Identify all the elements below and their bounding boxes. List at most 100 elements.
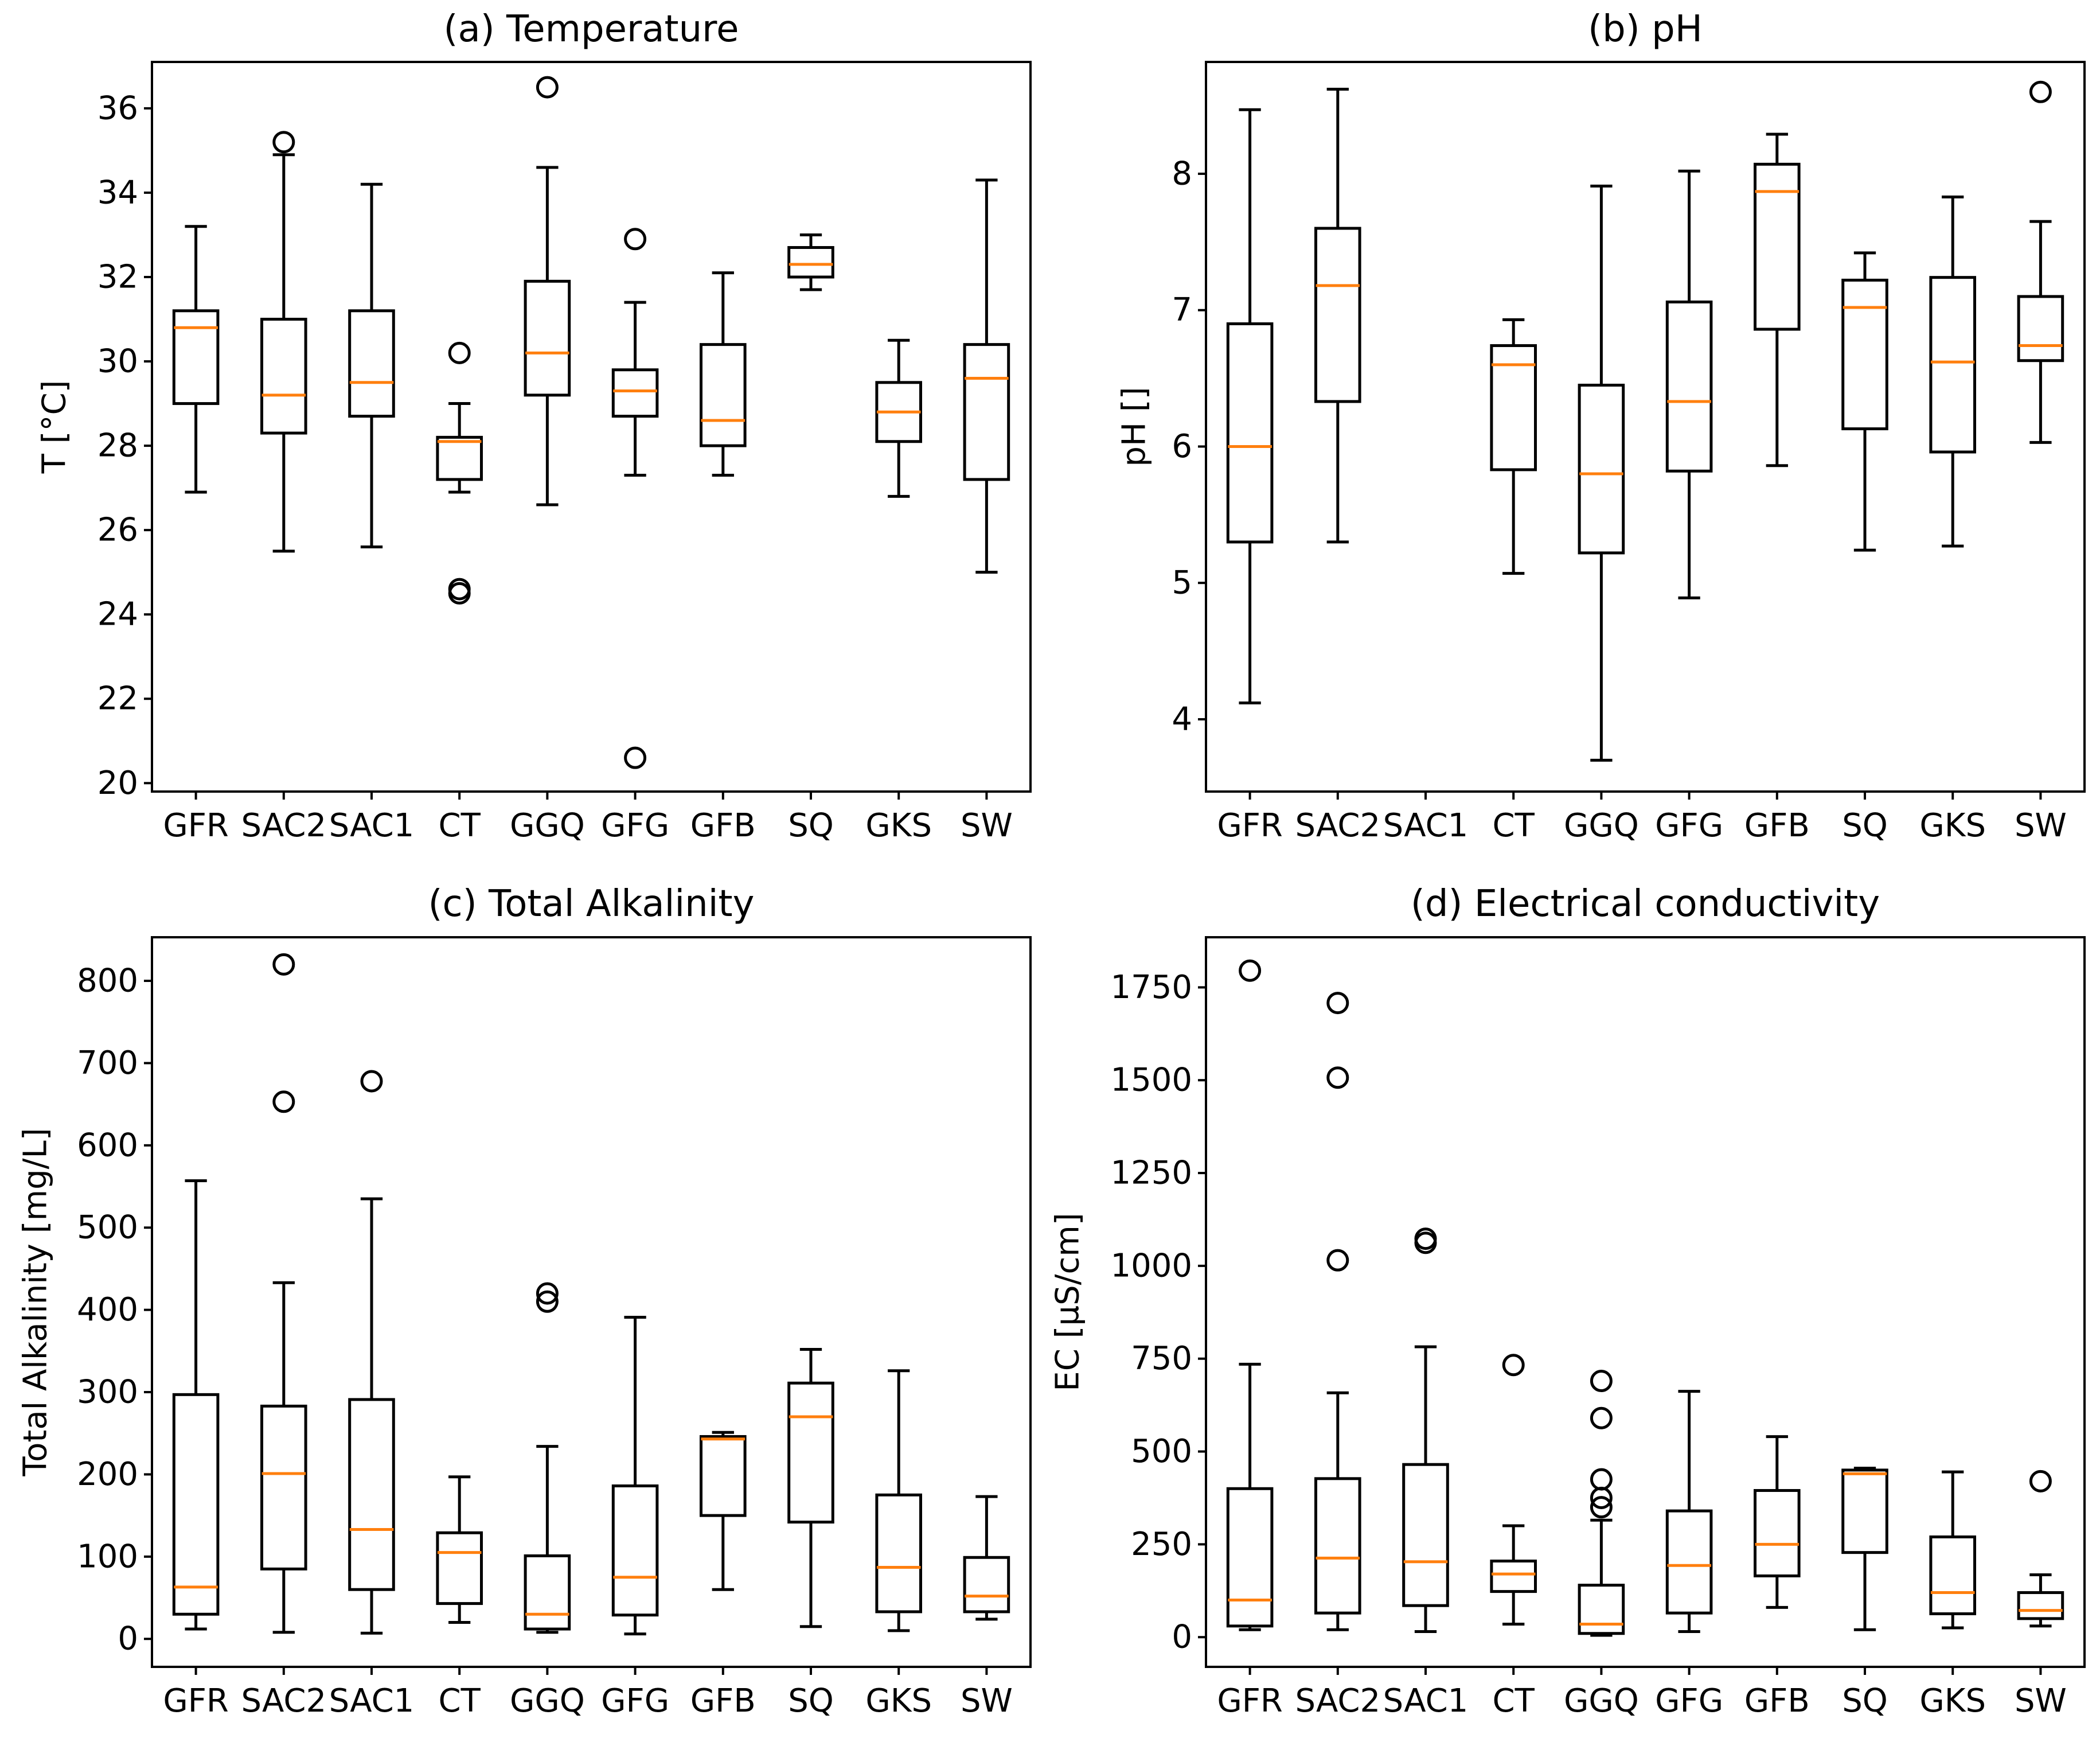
- y-tick-label: 20: [97, 765, 138, 802]
- x-tick-label: GFB: [1744, 1682, 1810, 1720]
- y-axis-label: EC [µS/cm]: [1049, 1213, 1087, 1391]
- y-tick-label: 32: [97, 258, 138, 295]
- y-tick-label: 30: [97, 343, 138, 380]
- box-gks: [875, 1369, 923, 1632]
- y-tick-label: 1250: [1110, 1155, 1192, 1192]
- x-tick-label: SAC2: [1295, 807, 1380, 844]
- box-iqr: [172, 309, 220, 406]
- box-sac2: [1314, 88, 1361, 544]
- box-gfr: [172, 225, 220, 494]
- box-iqr: [963, 343, 1010, 481]
- outlier-point: [272, 1090, 295, 1113]
- x-tick-label: SQ: [1842, 1682, 1888, 1720]
- box-iqr: [787, 1381, 834, 1524]
- y-axis-label: T [°C]: [36, 380, 73, 474]
- x-tick-label: SW: [961, 1682, 1013, 1720]
- outlier-point: [536, 76, 559, 99]
- x-tick-label: GFR: [1217, 1682, 1283, 1720]
- outlier-point: [448, 582, 471, 605]
- y-tick-label: 200: [77, 1456, 138, 1493]
- x-tick-label: GKS: [1919, 807, 1986, 844]
- x-tick-label: GFR: [163, 807, 229, 844]
- outlier-point: [1590, 1370, 1613, 1393]
- y-tick-label: 0: [1172, 1619, 1192, 1656]
- x-tick-label: GFG: [1655, 1682, 1723, 1720]
- box-iqr: [700, 343, 747, 447]
- box-iqr: [1578, 383, 1625, 555]
- axes-frame: [1205, 61, 2086, 793]
- x-tick-label: CT: [439, 807, 481, 844]
- box-sw: [963, 1495, 1010, 1621]
- outlier-point: [448, 341, 471, 364]
- box-iqr: [2017, 295, 2064, 363]
- outlier-point: [1414, 1232, 1437, 1254]
- box-iqr: [436, 1531, 483, 1605]
- box-gfb: [700, 271, 747, 477]
- y-tick-label: 500: [1131, 1433, 1192, 1470]
- panel-ph: (b) pH pH [] 4 5 6 7 8 GFR SAC2 SAC1 CT GGQ GFG GFB…: [1116, 8, 2086, 844]
- outlier-point: [1590, 1406, 1613, 1429]
- x-tick-label: SQ: [1842, 807, 1888, 844]
- x-tick-label: SAC1: [329, 1682, 415, 1720]
- box-iqr: [1314, 1477, 1361, 1615]
- box-ct: [436, 341, 483, 605]
- x-tick-label: GGQ: [1564, 807, 1639, 844]
- y-tick-label: 500: [77, 1209, 138, 1246]
- x-tick-label: CT: [439, 1682, 481, 1720]
- y-tick-label: 0: [118, 1620, 138, 1658]
- y-tick-label: 34: [97, 174, 138, 211]
- x-tick-label: GFB: [690, 1682, 756, 1720]
- outlier-point: [536, 1282, 559, 1305]
- box-gfb: [1754, 132, 1801, 467]
- panel-title: (b) pH: [1588, 8, 1703, 50]
- axes-frame: [151, 61, 1032, 793]
- axes-frame: [1205, 936, 2086, 1668]
- box-gfg: [611, 1316, 659, 1636]
- outlier-point: [624, 228, 647, 251]
- box-sac1: [1402, 1227, 1449, 1634]
- x-tick-label: GFG: [1655, 807, 1723, 844]
- y-tick-label: 1750: [1110, 969, 1192, 1006]
- box-iqr: [611, 368, 659, 418]
- box-sw: [963, 178, 1010, 574]
- box-sac1: [348, 182, 395, 549]
- box-iqr: [1226, 1487, 1274, 1628]
- box-iqr: [1665, 300, 1713, 473]
- box-gfg: [1665, 1390, 1713, 1634]
- box-sq: [1841, 251, 1888, 552]
- box-gks: [1929, 195, 1976, 548]
- y-tick-label: 100: [77, 1538, 138, 1575]
- x-tick-label: SAC2: [241, 1682, 326, 1720]
- box-iqr: [1490, 1560, 1537, 1593]
- y-tick-label: 400: [77, 1291, 138, 1328]
- x-tick-label: SW: [961, 807, 1013, 844]
- box-iqr: [1402, 1463, 1449, 1607]
- y-tick-label: 800: [77, 962, 138, 1000]
- box-ggq: [524, 76, 571, 506]
- y-tick-label: 700: [77, 1045, 138, 1082]
- box-iqr: [1226, 322, 1274, 544]
- box-iqr: [1314, 227, 1361, 403]
- axes-frame: [151, 936, 1032, 1668]
- box-gfg: [1665, 169, 1713, 599]
- x-tick-label: SW: [2015, 1682, 2067, 1720]
- x-tick-label: SAC1: [1383, 1682, 1469, 1720]
- x-tick-label: SAC2: [241, 807, 326, 844]
- box-sac2: [260, 131, 307, 553]
- box-gfr: [1226, 959, 1274, 1631]
- box-sq: [787, 1347, 834, 1628]
- outlier-point: [360, 1070, 383, 1093]
- outlier-point: [1502, 1354, 1525, 1377]
- box-iqr: [1841, 1468, 1888, 1554]
- x-tick-label: GFG: [601, 1682, 669, 1720]
- x-tick-label: GFR: [163, 1682, 229, 1720]
- panel-electrical-conductivity: (d) Electrical conductivity EC [µS/cm] 0…: [1049, 883, 2086, 1720]
- box-gfb: [1754, 1435, 1801, 1609]
- plot-area: 0 250 500 750 1000 1250 1500 1750 GFR SAC2 SAC1 CT G…: [1110, 936, 2086, 1720]
- x-tick-label: SQ: [788, 807, 834, 844]
- box-iqr: [1578, 1584, 1625, 1635]
- outlier-point: [1326, 992, 1349, 1015]
- box-iqr: [2017, 1591, 2064, 1620]
